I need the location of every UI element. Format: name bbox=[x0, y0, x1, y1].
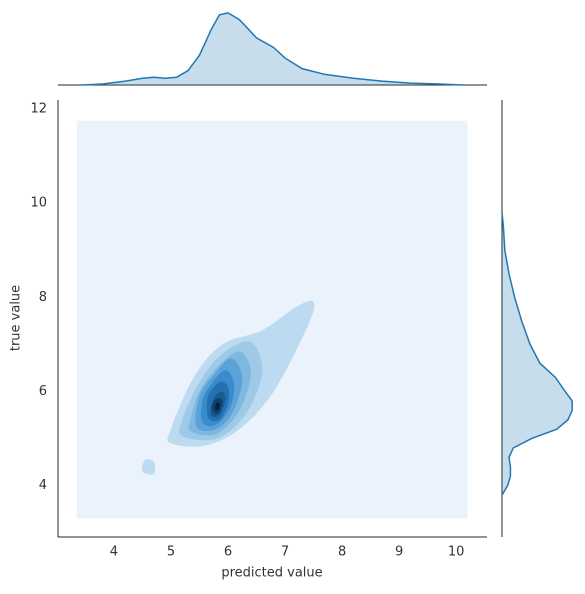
x-tick-label: 10 bbox=[448, 545, 465, 560]
right-density-line bbox=[501, 212, 573, 496]
right-density-area bbox=[502, 212, 573, 496]
y-tick-label: 12 bbox=[30, 101, 47, 116]
top-density-line bbox=[82, 12, 462, 86]
top-density-area bbox=[82, 12, 462, 86]
y-axis-label: true value bbox=[9, 285, 24, 351]
kde-contour bbox=[141, 459, 156, 475]
y-tick-label: 6 bbox=[39, 384, 47, 399]
kde-contour bbox=[76, 120, 468, 519]
x-tick-label: 7 bbox=[281, 545, 289, 560]
y-tick-label: 10 bbox=[30, 196, 47, 211]
x-tick-label: 8 bbox=[338, 545, 346, 560]
x-tick-label: 5 bbox=[167, 545, 175, 560]
kde-contour bbox=[215, 402, 220, 411]
y-tick-label: 8 bbox=[39, 290, 47, 305]
x-tick-label: 6 bbox=[224, 545, 232, 560]
y-tick-label: 4 bbox=[39, 478, 47, 493]
x-tick-label: 4 bbox=[110, 545, 118, 560]
x-tick-label: 9 bbox=[395, 545, 403, 560]
x-axis-label: predicted value bbox=[221, 566, 322, 581]
